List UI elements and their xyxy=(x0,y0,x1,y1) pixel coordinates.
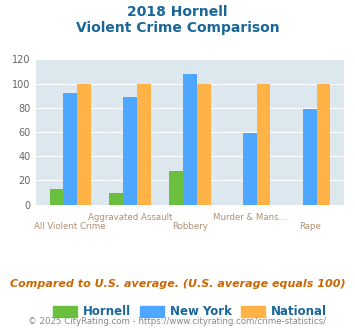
Text: Robbery: Robbery xyxy=(172,221,208,231)
Bar xyxy=(257,83,271,205)
Bar xyxy=(63,93,77,205)
Text: 2018 Hornell: 2018 Hornell xyxy=(127,5,228,19)
Bar xyxy=(123,97,137,205)
Bar xyxy=(317,83,330,205)
Text: Aggravated Assault: Aggravated Assault xyxy=(88,213,172,222)
Text: Violent Crime Comparison: Violent Crime Comparison xyxy=(76,21,279,35)
Text: Murder & Mans...: Murder & Mans... xyxy=(213,213,286,222)
Bar xyxy=(77,83,91,205)
Legend: Hornell, New York, National: Hornell, New York, National xyxy=(49,301,331,323)
Bar xyxy=(243,133,257,205)
Text: © 2025 CityRating.com - https://www.cityrating.com/crime-statistics/: © 2025 CityRating.com - https://www.city… xyxy=(28,317,327,326)
Bar xyxy=(197,83,211,205)
Bar xyxy=(137,83,151,205)
Bar xyxy=(50,189,63,205)
Bar xyxy=(109,192,123,205)
Text: Rape: Rape xyxy=(299,221,321,231)
Text: All Violent Crime: All Violent Crime xyxy=(34,221,106,231)
Bar xyxy=(303,109,317,205)
Bar xyxy=(169,171,183,205)
Bar xyxy=(183,74,197,205)
Text: Compared to U.S. average. (U.S. average equals 100): Compared to U.S. average. (U.S. average … xyxy=(10,279,345,289)
